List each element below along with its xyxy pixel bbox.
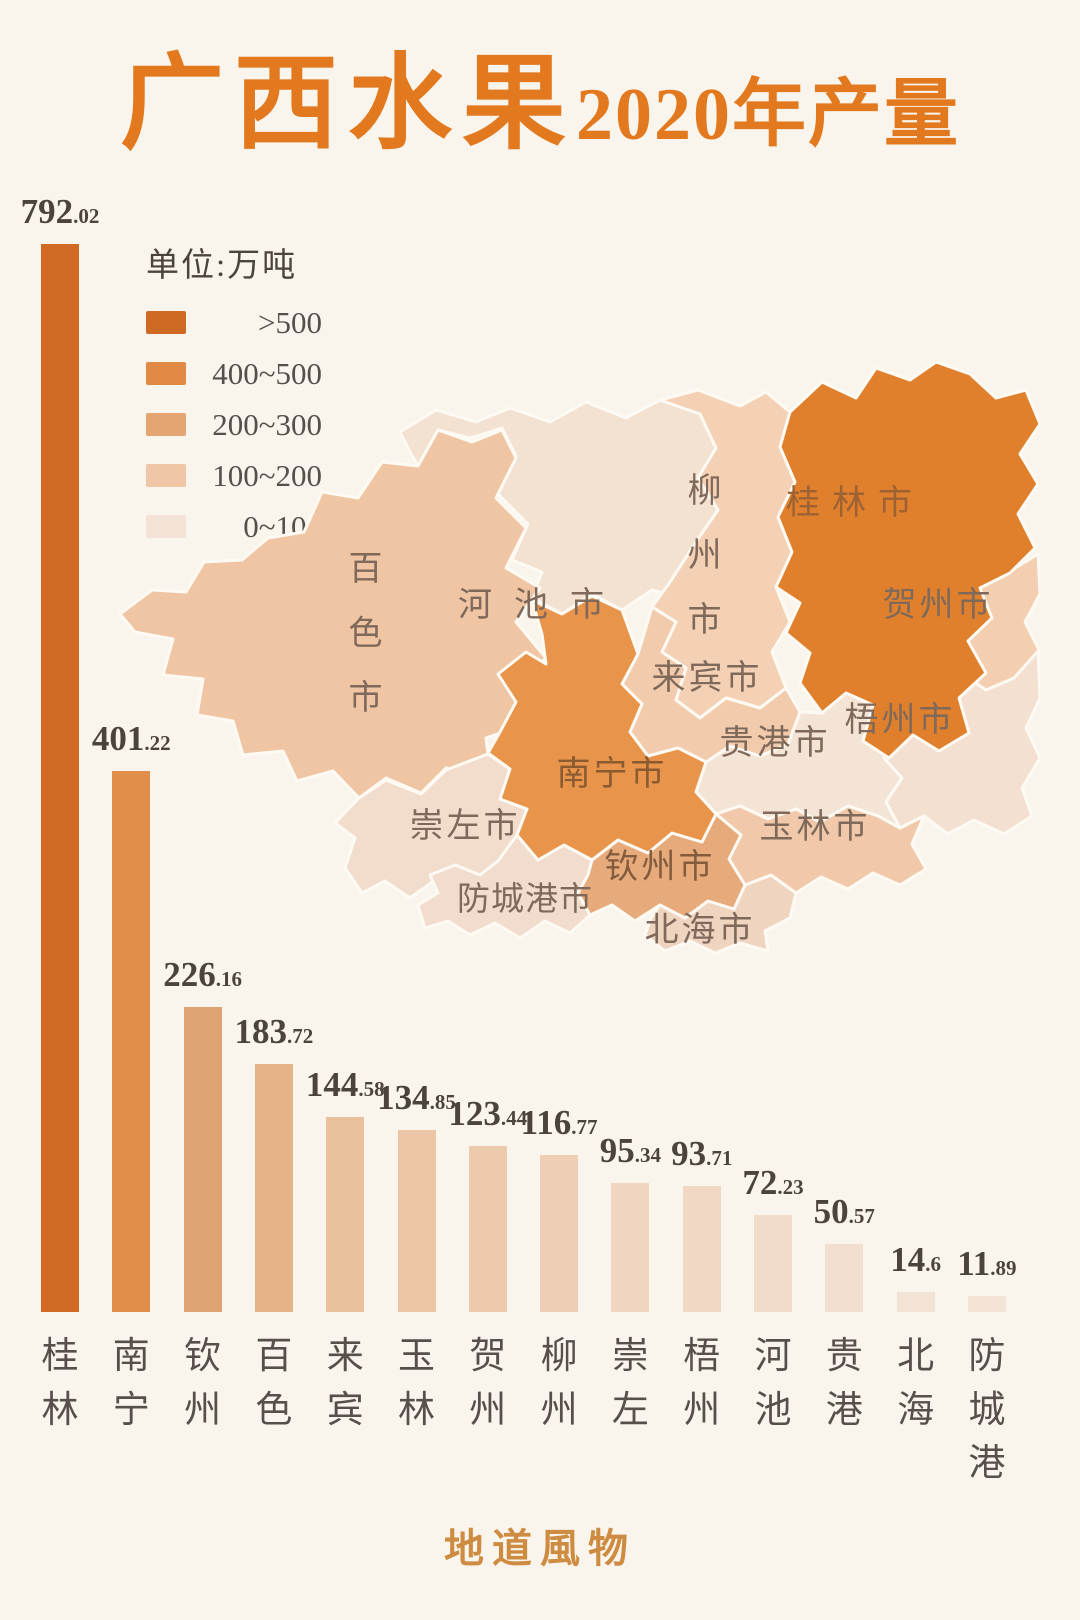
bar-value: 50.57 [813,1192,875,1231]
bar-category: 玉林 [398,1336,435,1431]
map-label-qinzhou: 钦州市 [605,848,716,886]
map-label-nanning: 南宁市 [557,755,668,793]
legend-row: 100~200 [146,457,322,493]
bar-value: 401.22 [91,719,171,758]
bar-百色 [254,1064,293,1312]
bar-value: 134.85 [377,1078,456,1117]
legend-row: 200~300 [146,406,322,442]
bar-category: 来宾 [326,1336,364,1431]
map-label-guigang: 贵港市 [720,724,831,762]
legend-label: >500 [258,304,322,340]
legend-swatch [146,361,186,385]
bar-category: 梧州 [683,1336,721,1431]
bar-category: 桂林 [41,1336,79,1431]
region-guilin [774,360,1040,760]
legend-label: 100~200 [212,457,322,493]
legend-label: 200~300 [212,406,322,442]
bar-value: 792.02 [20,192,100,231]
bar-category: 贵港 [825,1336,863,1431]
bar-category: 防城港 [968,1336,1006,1485]
bar-value: 93.71 [671,1134,733,1173]
bar-category: 南宁 [112,1336,150,1431]
map-label-chongzuo: 崇左市 [410,807,521,845]
region-nanning [486,594,718,862]
map-label-baise: 百色市 [349,551,386,717]
legend-swatch [146,310,186,334]
bar-贵港 [825,1244,864,1312]
map-label-hechi: 河池市 [458,586,626,624]
map-label-beihai: 北海市 [645,911,756,949]
bar-桂林 [41,244,79,1312]
bar-北海 [896,1292,935,1312]
bar-来宾 [326,1117,365,1312]
bar-崇左 [611,1183,650,1312]
bar-钦州 [183,1007,222,1312]
bar-category: 北海 [897,1336,935,1431]
legend-swatch [146,412,186,436]
legend-label: 400~500 [212,355,322,391]
map-label-guilin: 桂林市 [786,484,924,522]
region-hechi [398,398,720,616]
legend-row: >500 [146,304,322,340]
bar-河池 [754,1215,792,1312]
guangxi-map: 柳州市 桂林市 贺州市 河池市 百色市 来宾市 梧州市 贵港市 南宁市 崇左市 … [118,360,1040,955]
bar-value: 183.72 [234,1012,314,1051]
region-yulin [714,804,928,895]
map-label-yulin: 玉林市 [760,808,871,846]
page-title-suffix: 2020年产量 [576,74,960,156]
footer-brand: 地道風物 [444,1526,636,1571]
bar-value: 95.34 [599,1131,662,1170]
bar-category: 贺州 [469,1336,507,1431]
legend-unit-label: 单位:万吨 [146,248,298,284]
map-label-wuzhou: 梧州市 [845,701,956,739]
page-title: 广西水果2020年产量 [0,18,1080,169]
bar-贺州 [468,1146,507,1312]
legend-swatch [146,463,186,487]
legend-swatch [146,514,186,538]
map-label-laibin: 来宾市 [652,659,763,697]
page-title-main: 广西水果 [119,47,576,162]
bar-category: 河池 [754,1336,792,1431]
map-label-liuzhou: 柳州市 [688,472,725,639]
bar-value: 11.89 [957,1244,1017,1283]
map-label-hezhou: 贺州市 [883,586,994,624]
bar-value: 116.77 [520,1103,598,1142]
bar-category: 柳州 [540,1336,578,1431]
bar-value: 14.6 [890,1240,941,1279]
bar-value: 72.23 [742,1163,804,1202]
bar-南宁 [112,771,151,1312]
map-label-fangchenggang: 防城港市 [457,881,593,918]
legend-row: 400~500 [146,355,322,391]
bar-value: 144.58 [305,1065,385,1104]
bar-value: 123.44 [448,1094,528,1133]
bar-category: 崇左 [611,1336,649,1431]
region-baise [118,428,548,800]
bar-category: 钦州 [184,1336,222,1431]
bar-柳州 [540,1155,579,1312]
bar-防城港 [967,1296,1006,1312]
bar-value: 226.16 [163,955,242,994]
bar-category: 百色 [255,1336,293,1431]
bar-玉林 [397,1130,436,1312]
bar-梧州 [682,1186,721,1312]
